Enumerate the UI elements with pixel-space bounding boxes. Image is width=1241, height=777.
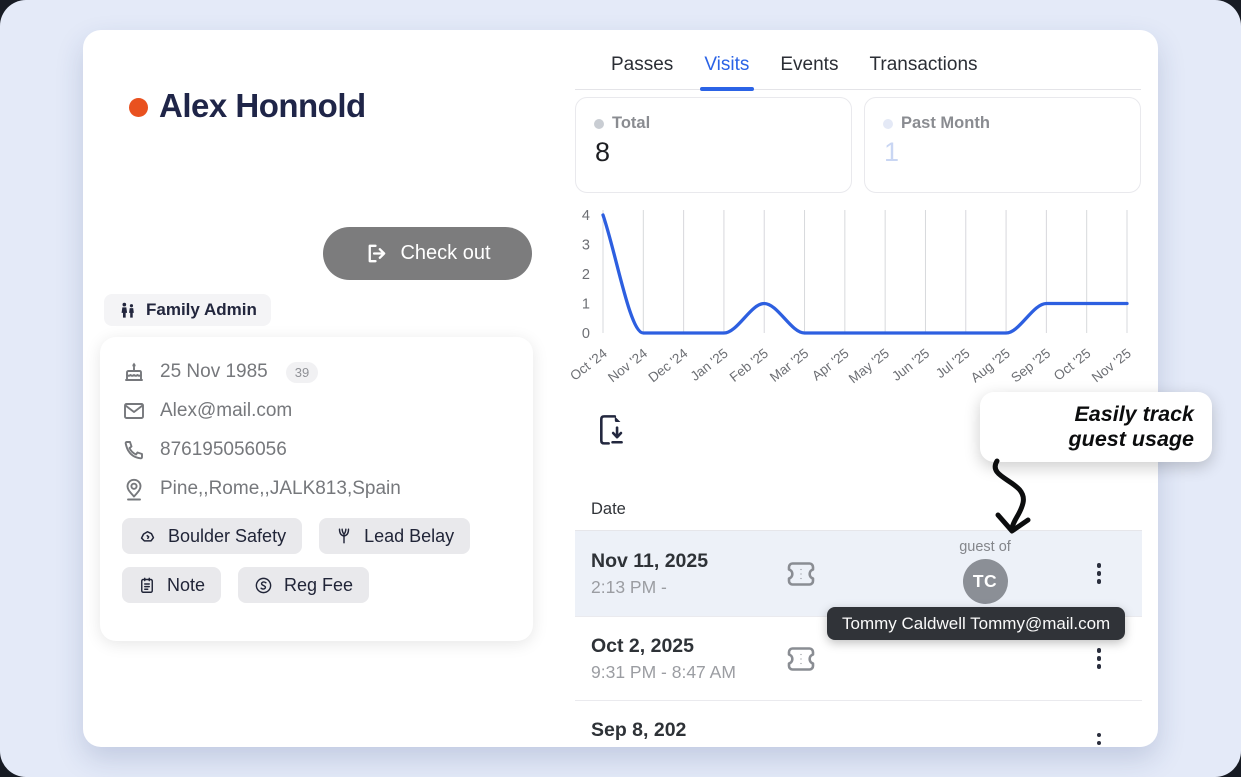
svg-text:Oct '25: Oct '25 <box>1051 346 1094 384</box>
address-value: Pine,,Rome,,JALK813,Spain <box>160 478 401 499</box>
tab-passes[interactable]: Passes <box>611 54 674 75</box>
date-column-header: Date <box>575 490 1142 531</box>
svg-text:Jun '25: Jun '25 <box>889 346 932 384</box>
visit-row-oct-2[interactable]: Oct 2, 2025 9:31 PM - 8:47 AM <box>575 617 1142 701</box>
total-dot <box>594 118 604 129</box>
check-out-label: Check out <box>400 242 491 264</box>
stat-past-month-label: Past Month <box>901 114 990 132</box>
phone-value: 876195056056 <box>160 439 287 460</box>
phone-icon <box>124 441 143 460</box>
tag-note[interactable]: Note <box>122 567 222 603</box>
svg-text:0: 0 <box>582 326 590 342</box>
callout-line-1: Easily track <box>1074 402 1194 426</box>
pass-ticket-icon <box>787 561 815 586</box>
guest-avatar[interactable]: TC <box>962 559 1008 604</box>
check-out-button[interactable]: Check out <box>323 227 532 280</box>
member-profile-card: Alex Honnold Check out Family Admin 25 N… <box>83 30 1158 747</box>
visit-row-nov-11[interactable]: Nov 11, 2025 2:13 PM - guest of TC <box>575 531 1142 617</box>
belay-device-icon <box>338 528 350 544</box>
tag-label: Note <box>167 574 206 595</box>
visit-stats: Total 8 Past Month 1 <box>575 97 1141 193</box>
note-icon <box>141 577 153 593</box>
logout-icon <box>369 244 386 263</box>
file-download-icon <box>600 414 623 445</box>
callout-arrow-icon <box>992 458 1031 534</box>
member-name: Alex Honnold <box>159 87 366 124</box>
tag-reg-fee[interactable]: Reg Fee <box>238 567 370 603</box>
tag-label: Lead Belay <box>364 525 455 546</box>
svg-text:Jul '25: Jul '25 <box>933 346 973 382</box>
callout-line-2: guest usage <box>1068 427 1194 451</box>
family-icon <box>121 302 134 318</box>
visit-time: 5:04 PM - . <box>591 746 686 747</box>
stat-total-label: Total <box>612 114 651 132</box>
export-button[interactable] <box>593 411 631 453</box>
visit-time: 9:31 PM - 8:47 AM <box>591 661 736 682</box>
svg-text:Oct '24: Oct '24 <box>571 345 610 383</box>
row-menu-button[interactable] <box>1087 728 1111 747</box>
tag-label: Reg Fee <box>284 574 354 595</box>
stat-total-card: Total 8 <box>575 97 852 193</box>
role-badge-label: Family Admin <box>146 300 257 319</box>
birthdate-value: 25 Nov 1985 <box>160 361 268 382</box>
visits-line-chart: 0 1 2 3 4 Oct '24 Nov '24 Dec '24 Jan '25 Feb '25… <box>567 205 1143 405</box>
svg-text:Dec '24: Dec '24 <box>645 345 690 385</box>
profile-header: Alex Honnold <box>129 87 366 125</box>
visit-date: Nov 11, 2025 <box>591 549 709 572</box>
visit-time: 2:13 PM - <box>591 576 667 597</box>
svg-text:Feb '25: Feb '25 <box>727 346 771 385</box>
svg-text:4: 4 <box>582 208 590 224</box>
svg-text:2: 2 <box>582 267 590 283</box>
member-tags: Boulder Safety Lead Belay Note <box>122 518 511 603</box>
stat-past-month-value: 1 <box>884 137 900 167</box>
guest-tooltip: Tommy Caldwell Tommy@mail.com <box>827 607 1126 640</box>
row-menu-button[interactable] <box>1087 644 1111 674</box>
tag-label: Boulder Safety <box>168 525 287 546</box>
boulder-icon <box>140 530 155 542</box>
svg-text:May '25: May '25 <box>846 346 892 387</box>
svg-text:Nov '24: Nov '24 <box>605 345 650 385</box>
past-month-dot <box>883 118 893 129</box>
svg-text:3: 3 <box>582 238 590 254</box>
stat-past-month-card: Past Month 1 <box>864 97 1141 193</box>
svg-text:Jan '25: Jan '25 <box>688 346 731 384</box>
visit-date: Sep 8, 202 <box>591 719 687 741</box>
guest-usage-callout: Easily track guest usage <box>980 392 1212 462</box>
dollar-circle-icon <box>255 577 272 593</box>
svg-text:Sep '25: Sep '25 <box>1008 346 1053 386</box>
birthdate-row: 25 Nov 1985 39 <box>122 357 511 387</box>
checked-in-status-dot <box>129 98 148 117</box>
svg-text:Aug '25: Aug '25 <box>968 346 1013 386</box>
tab-bar: Passes Visits Events Transactions <box>575 54 1141 90</box>
visit-row-sep-8[interactable]: Sep 8, 202 5:04 PM - . <box>575 701 1142 747</box>
location-pin-icon <box>126 478 142 501</box>
visits-table: Date Nov 11, 2025 2:13 PM - guest of TC <box>575 490 1142 747</box>
row-menu-button[interactable] <box>1087 559 1111 589</box>
svg-text:Mar '25: Mar '25 <box>767 346 811 385</box>
email-row: Alex@mail.com <box>122 396 511 426</box>
svg-text:1: 1 <box>582 297 590 313</box>
tag-boulder-safety[interactable]: Boulder Safety <box>122 518 303 554</box>
svg-text:Apr '25: Apr '25 <box>809 346 852 384</box>
address-row: Pine,,Rome,,JALK813,Spain <box>122 474 511 504</box>
tab-visits[interactable]: Visits <box>704 54 749 89</box>
stat-total-value: 8 <box>595 137 611 167</box>
svg-text:Nov '25: Nov '25 <box>1089 346 1134 386</box>
guest-of-label: guest of <box>959 539 1011 555</box>
age-badge: 39 <box>285 361 319 383</box>
visit-date: Oct 2, 2025 <box>591 634 694 657</box>
pass-ticket-icon <box>787 646 815 671</box>
family-admin-badge: Family Admin <box>104 294 271 326</box>
tab-events[interactable]: Events <box>780 54 839 75</box>
guest-of-cell[interactable]: guest of TC <box>940 539 1030 604</box>
email-value: Alex@mail.com <box>160 400 293 421</box>
tag-lead-belay[interactable]: Lead Belay <box>319 518 471 554</box>
birthday-cake-icon <box>125 362 143 381</box>
tab-transactions[interactable]: Transactions <box>869 54 978 75</box>
email-icon <box>124 403 144 419</box>
phone-row: 876195056056 <box>122 435 511 465</box>
contact-info-card: 25 Nov 1985 39 Alex@mail.com 87619505605… <box>100 337 533 641</box>
